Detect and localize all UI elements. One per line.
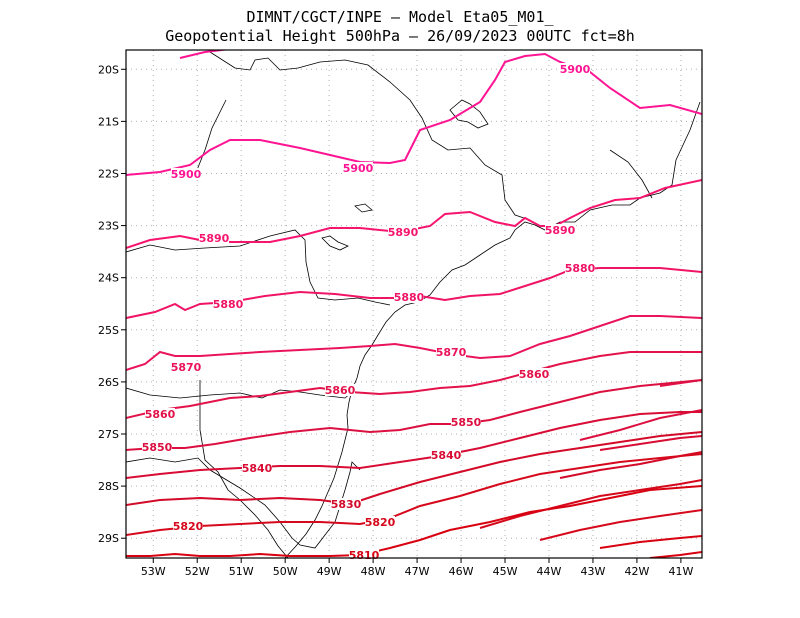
- coastline-and-borders: [126, 51, 701, 558]
- contour-label-bg: [142, 441, 172, 453]
- contour-5850: [579, 409, 702, 441]
- contour-label-bg: [365, 516, 395, 528]
- contour-label-5840: 5840: [431, 449, 462, 462]
- contour-5820: [539, 509, 702, 541]
- contour-5900: [179, 50, 231, 59]
- contour-label-bg: [173, 520, 203, 532]
- contour-label-5820: 5820: [173, 520, 204, 533]
- tick-label-lon: 46W: [449, 565, 474, 578]
- contour-label-5860: 5860: [145, 408, 176, 421]
- contour-label-5880: 5880: [213, 298, 244, 311]
- lake-2: [321, 235, 349, 251]
- contour-label-bg: [199, 232, 229, 244]
- tick-label-lon: 52W: [185, 565, 210, 578]
- tick-label-lon: 42W: [624, 565, 649, 578]
- contour-label-bg: [545, 224, 575, 236]
- tick-label-lat: 27S: [98, 428, 119, 441]
- state-border-mg-sp: [209, 51, 531, 221]
- contour-label-bg: [565, 262, 595, 274]
- contour-label-5880: 5880: [394, 291, 425, 304]
- contour-labels: 5900 5900 5900 5890 5890 5890 5880 5880 5880 5870…: [142, 63, 596, 562]
- contour-label-bg: [331, 498, 361, 510]
- tick-label-lat: 21S: [98, 115, 119, 128]
- contour-label-bg: [325, 384, 355, 396]
- contour-5820: [126, 453, 702, 536]
- contour-label-bg: [519, 368, 549, 380]
- contour-label-bg: [451, 416, 481, 428]
- contour-label-5830: 5830: [331, 498, 362, 511]
- tick-label-lat: 22S: [98, 167, 119, 180]
- contour-label-5870: 5870: [171, 361, 202, 374]
- contour-label-5810: 5810: [349, 549, 380, 562]
- contour-5810: [599, 535, 702, 549]
- state-border-ms-sp: [194, 99, 227, 176]
- tick-label-lat: 24S: [98, 272, 119, 285]
- contour-label-bg: [394, 291, 424, 303]
- lake-1: [449, 99, 489, 129]
- contour-label-bg: [242, 462, 272, 474]
- tick-label-lon: 53W: [141, 565, 166, 578]
- tick-label-lon: 47W: [405, 565, 430, 578]
- contour-label-bg: [171, 361, 201, 373]
- tick-label-lon: 43W: [581, 565, 606, 578]
- contour-label-5860: 5860: [325, 384, 356, 397]
- contour-label-bg: [171, 168, 201, 180]
- tick-label-lon: 44W: [537, 565, 562, 578]
- contour-5830: [126, 431, 702, 506]
- tick-label-lat: 29S: [98, 532, 119, 545]
- contour-label-bg: [431, 449, 461, 461]
- contour-label-bg: [388, 226, 418, 238]
- tick-label-lat: 23S: [98, 220, 119, 233]
- contour-5870: [126, 315, 702, 371]
- contour-label-5850: 5850: [451, 416, 482, 429]
- tick-label-lat: 25S: [98, 324, 119, 337]
- state-border-sc-rs: [126, 457, 361, 549]
- contour-5850: [126, 379, 702, 451]
- border-mg-rj: [609, 149, 653, 199]
- contour-label-bg: [560, 63, 590, 75]
- contour-5860: [126, 351, 702, 419]
- contour-label-5890: 5890: [388, 226, 419, 239]
- contour-label-5890: 5890: [199, 232, 230, 245]
- tick-label-lat: 26S: [98, 376, 119, 389]
- tick-label-lon: 41W: [668, 565, 693, 578]
- contour-label-5820: 5820: [365, 516, 396, 529]
- tick-label-lon: 45W: [493, 565, 518, 578]
- tick-label-lon: 51W: [229, 565, 254, 578]
- contour-label-5900: 5900: [343, 162, 374, 175]
- contour-label-5840: 5840: [242, 462, 273, 475]
- contour-label-bg: [343, 162, 373, 174]
- tick-label-lat: 20S: [98, 63, 119, 76]
- plot-frame: [125, 49, 703, 559]
- tick-label-lon: 48W: [361, 565, 386, 578]
- title-line-2: Geopotential Height 500hPa – 26/09/2023 …: [165, 27, 635, 45]
- contour-label-5870: 5870: [436, 346, 467, 359]
- contour-label-bg: [213, 298, 243, 310]
- contour-5840: [599, 435, 702, 451]
- contour-label-5850: 5850: [142, 441, 173, 454]
- contour-5820: [479, 479, 702, 529]
- tick-label-lon: 49W: [317, 565, 342, 578]
- title-line-1: DIMNT/CGCT/INPE – Model Eta05_M01_: [246, 8, 554, 26]
- contour-5900: [126, 52, 702, 176]
- contour-5840: [126, 411, 702, 479]
- contour-label-5900: 5900: [560, 63, 591, 76]
- state-border-sp-pr: [126, 229, 391, 306]
- contour-label-5890: 5890: [545, 224, 576, 237]
- contour-label-bg: [436, 346, 466, 358]
- contour-label-bg: [145, 408, 175, 420]
- contour-label-5880: 5880: [565, 262, 596, 275]
- contour-label-5860: 5860: [519, 368, 550, 381]
- contour-label-5900: 5900: [171, 168, 202, 181]
- lake-3: [354, 203, 373, 213]
- tick-label-lat: 28S: [98, 480, 119, 493]
- tick-label-lon: 50W: [273, 565, 298, 578]
- axis-ticks: [121, 68, 682, 563]
- axis-tick-labels: 53W 52W 51W 50W 49W 48W 47W 46W 45W 44W 43W 42W 41W 2…: [98, 63, 693, 578]
- contour-5810: [649, 551, 702, 558]
